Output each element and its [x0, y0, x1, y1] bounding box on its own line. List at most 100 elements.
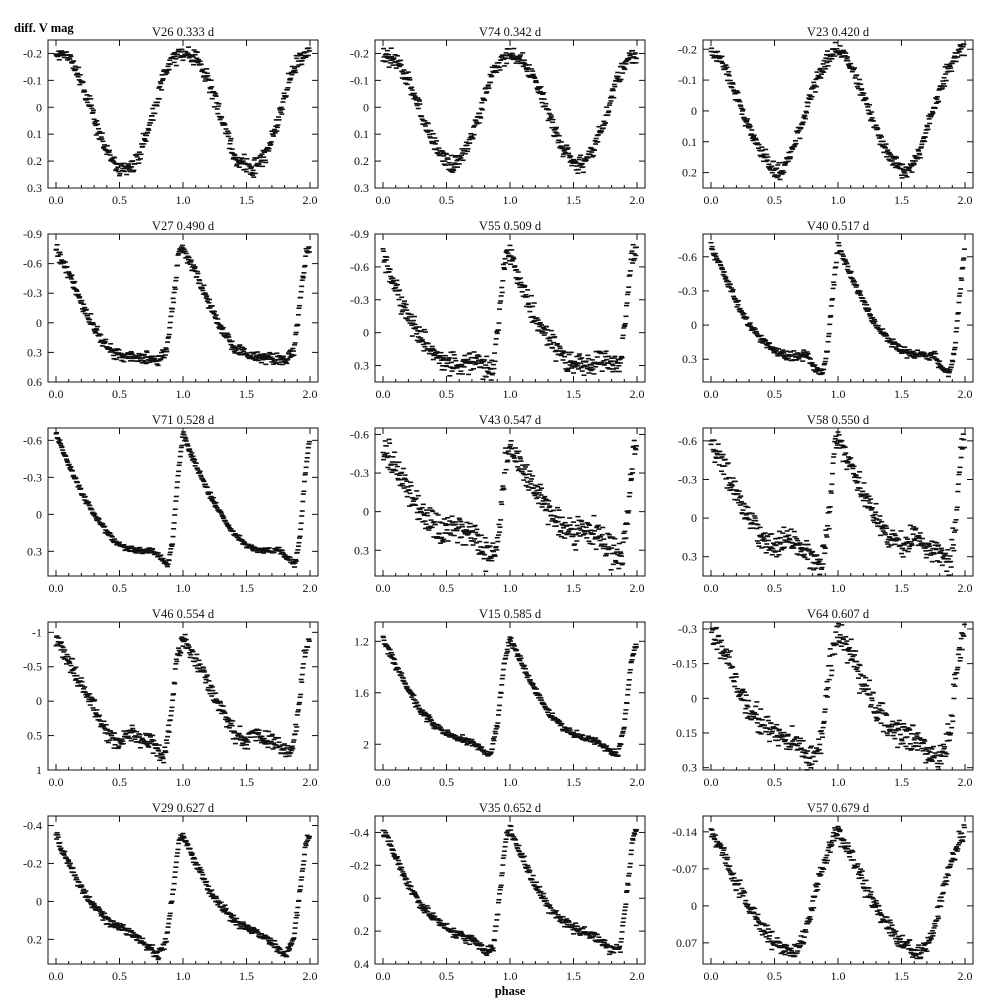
data-point [387, 442, 393, 444]
panel-frame [47, 39, 319, 189]
data-point [188, 653, 194, 656]
data-point [488, 555, 494, 558]
data-point [257, 737, 263, 739]
data-point [293, 560, 299, 562]
data-point [125, 357, 131, 360]
data-point [927, 122, 933, 125]
data-point [402, 300, 408, 302]
data-point [161, 69, 167, 71]
data-point [93, 515, 99, 518]
data-point [465, 148, 471, 150]
data-point [498, 519, 504, 521]
data-point [203, 297, 209, 299]
data-point [884, 334, 890, 337]
y-tick-label: -0.5 [23, 660, 42, 674]
data-point [228, 343, 234, 346]
data-point [257, 154, 263, 157]
data-point [185, 647, 191, 650]
panel-v27: V27 0.490 d0.0 0.5 1.0 1.5 2.0-0.9-0.6-0.300… [23, 219, 319, 401]
data-point [927, 549, 933, 552]
data-point [97, 341, 103, 343]
data-point [476, 122, 482, 124]
data-point [792, 140, 798, 142]
data-point [170, 535, 176, 538]
data-point [250, 174, 256, 176]
data-point [951, 549, 957, 552]
data-point [845, 59, 851, 62]
data-point [503, 468, 509, 471]
data-point [380, 451, 386, 454]
data-point [398, 64, 404, 66]
data-point [142, 361, 148, 364]
data-point [556, 134, 562, 137]
data-point [419, 115, 425, 118]
data-point [626, 58, 632, 61]
data-point [925, 358, 931, 360]
data-point [933, 358, 939, 360]
data-point [899, 349, 905, 352]
data-point [223, 519, 229, 522]
data-point [904, 542, 910, 544]
data-point [384, 452, 390, 455]
data-point [82, 691, 88, 693]
data-point [772, 174, 778, 176]
data-point [208, 87, 214, 90]
data-point [495, 329, 501, 331]
data-point [126, 169, 132, 171]
data-point [163, 561, 169, 564]
data-point [268, 141, 274, 143]
data-point [510, 54, 516, 56]
data-point [293, 558, 299, 561]
data-point [70, 469, 76, 472]
data-point [832, 440, 838, 443]
data-point [251, 353, 257, 355]
data-point [402, 76, 408, 79]
data-point [421, 350, 427, 352]
data-point [737, 496, 743, 499]
data-point [949, 547, 955, 549]
data-point [225, 130, 231, 133]
data-point [74, 290, 80, 293]
data-point [830, 287, 836, 290]
x-tick-label: 2.0 [958, 193, 973, 207]
data-point [727, 283, 733, 286]
data-point [457, 365, 463, 368]
data-point [195, 469, 201, 471]
data-point [607, 102, 613, 104]
y-tick-label: -0.2 [678, 42, 697, 56]
data-point [227, 139, 233, 142]
data-point [246, 543, 252, 546]
data-point [615, 361, 621, 364]
data-point [107, 347, 113, 349]
data-point [739, 113, 745, 116]
data-point [893, 540, 899, 542]
data-point [780, 532, 786, 534]
data-point [54, 431, 60, 434]
data-point [441, 369, 447, 371]
data-point [478, 546, 484, 548]
data-point [884, 527, 890, 529]
data-point [494, 71, 500, 74]
data-point [929, 110, 935, 113]
data-point [115, 170, 121, 173]
data-point [525, 289, 531, 291]
data-point [749, 137, 755, 139]
data-point [71, 60, 77, 62]
data-point [503, 447, 509, 449]
data-point [538, 494, 544, 496]
data-point [73, 289, 79, 291]
data-point [524, 68, 530, 71]
data-point [902, 349, 908, 351]
data-point [271, 551, 277, 554]
data-points [53, 431, 312, 568]
data-point [806, 548, 812, 551]
data-point [106, 151, 112, 154]
data-point [117, 172, 123, 175]
data-point [292, 67, 298, 69]
data-point [455, 527, 461, 530]
data-point [797, 127, 803, 130]
data-point [584, 537, 590, 539]
data-point [127, 353, 133, 356]
data-point [94, 325, 100, 328]
data-point [228, 528, 234, 530]
